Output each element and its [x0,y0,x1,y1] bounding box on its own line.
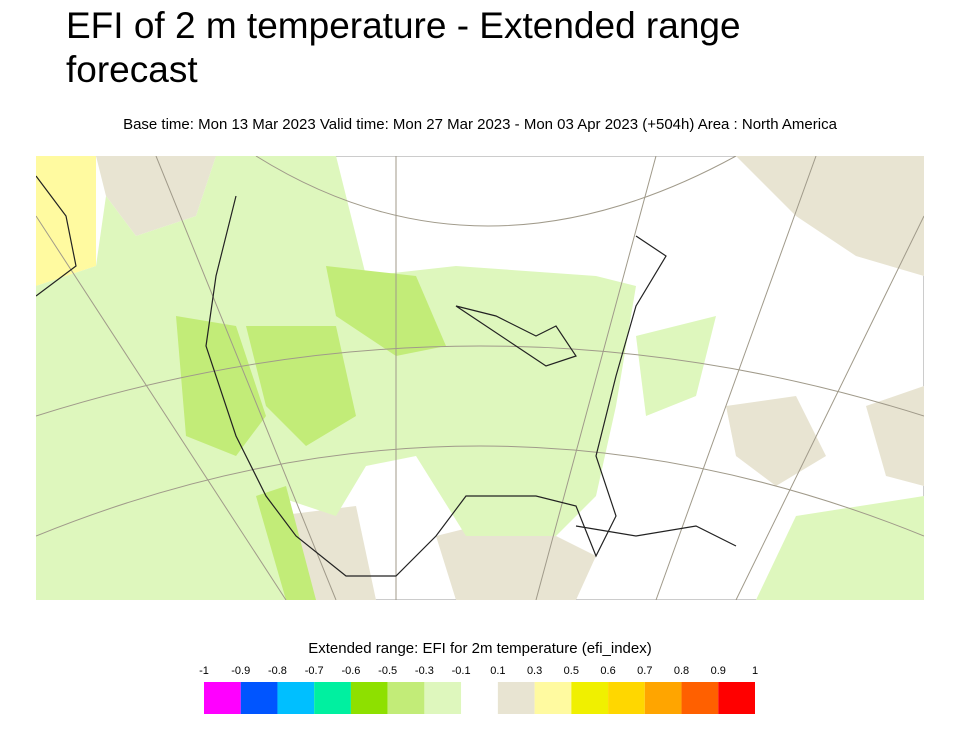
light-green-areas [176,266,446,600]
color-box [350,682,388,714]
tick-label: -0.7 [305,665,324,677]
color-box [644,682,682,714]
color-box [424,682,462,714]
yellow-area [36,156,96,286]
tick-label: 0.6 [600,665,615,677]
tick-label: -1 [199,665,209,677]
tick-label: -0.1 [452,665,471,677]
tick-label: -0.9 [231,665,250,677]
color-box [608,682,645,714]
color-box [277,682,315,714]
color-box [387,682,425,714]
color-box [314,682,351,714]
color-box [497,682,535,714]
tick-label: 0.7 [637,665,652,677]
tick-label: -0.8 [268,665,287,677]
tick-label: 0.8 [674,665,689,677]
color-box [571,682,609,714]
tick-label: 1 [752,665,758,677]
subtitle: Base time: Mon 13 Mar 2023 Valid time: M… [123,116,837,133]
beige-areas [96,156,924,600]
color-box [718,682,755,714]
colorbar: -1 -0.9 -0.8 -0.7 -0.6 -0.5 -0.3 -0.1 0.1 0.3 0.5 0… [199,665,758,714]
tick-label: -0.6 [341,665,360,677]
color-box [681,682,719,714]
map [36,156,924,600]
tick-label: 0.1 [490,665,505,677]
legend-title: Extended range: EFI for 2m temperature (… [308,640,652,657]
title: EFI of 2 m temperature - Extended range … [66,5,741,90]
graticule [36,156,924,600]
tick-label: -0.3 [415,665,434,677]
coastlines [36,175,737,577]
color-box [534,682,572,714]
tick-label: -0.5 [378,665,397,677]
tick-label: 0.5 [564,665,579,677]
tick-label: 0.9 [711,665,726,677]
color-box [204,682,241,714]
tick-label: 0.3 [527,665,542,677]
color-box [461,682,498,714]
color-box [240,682,278,714]
